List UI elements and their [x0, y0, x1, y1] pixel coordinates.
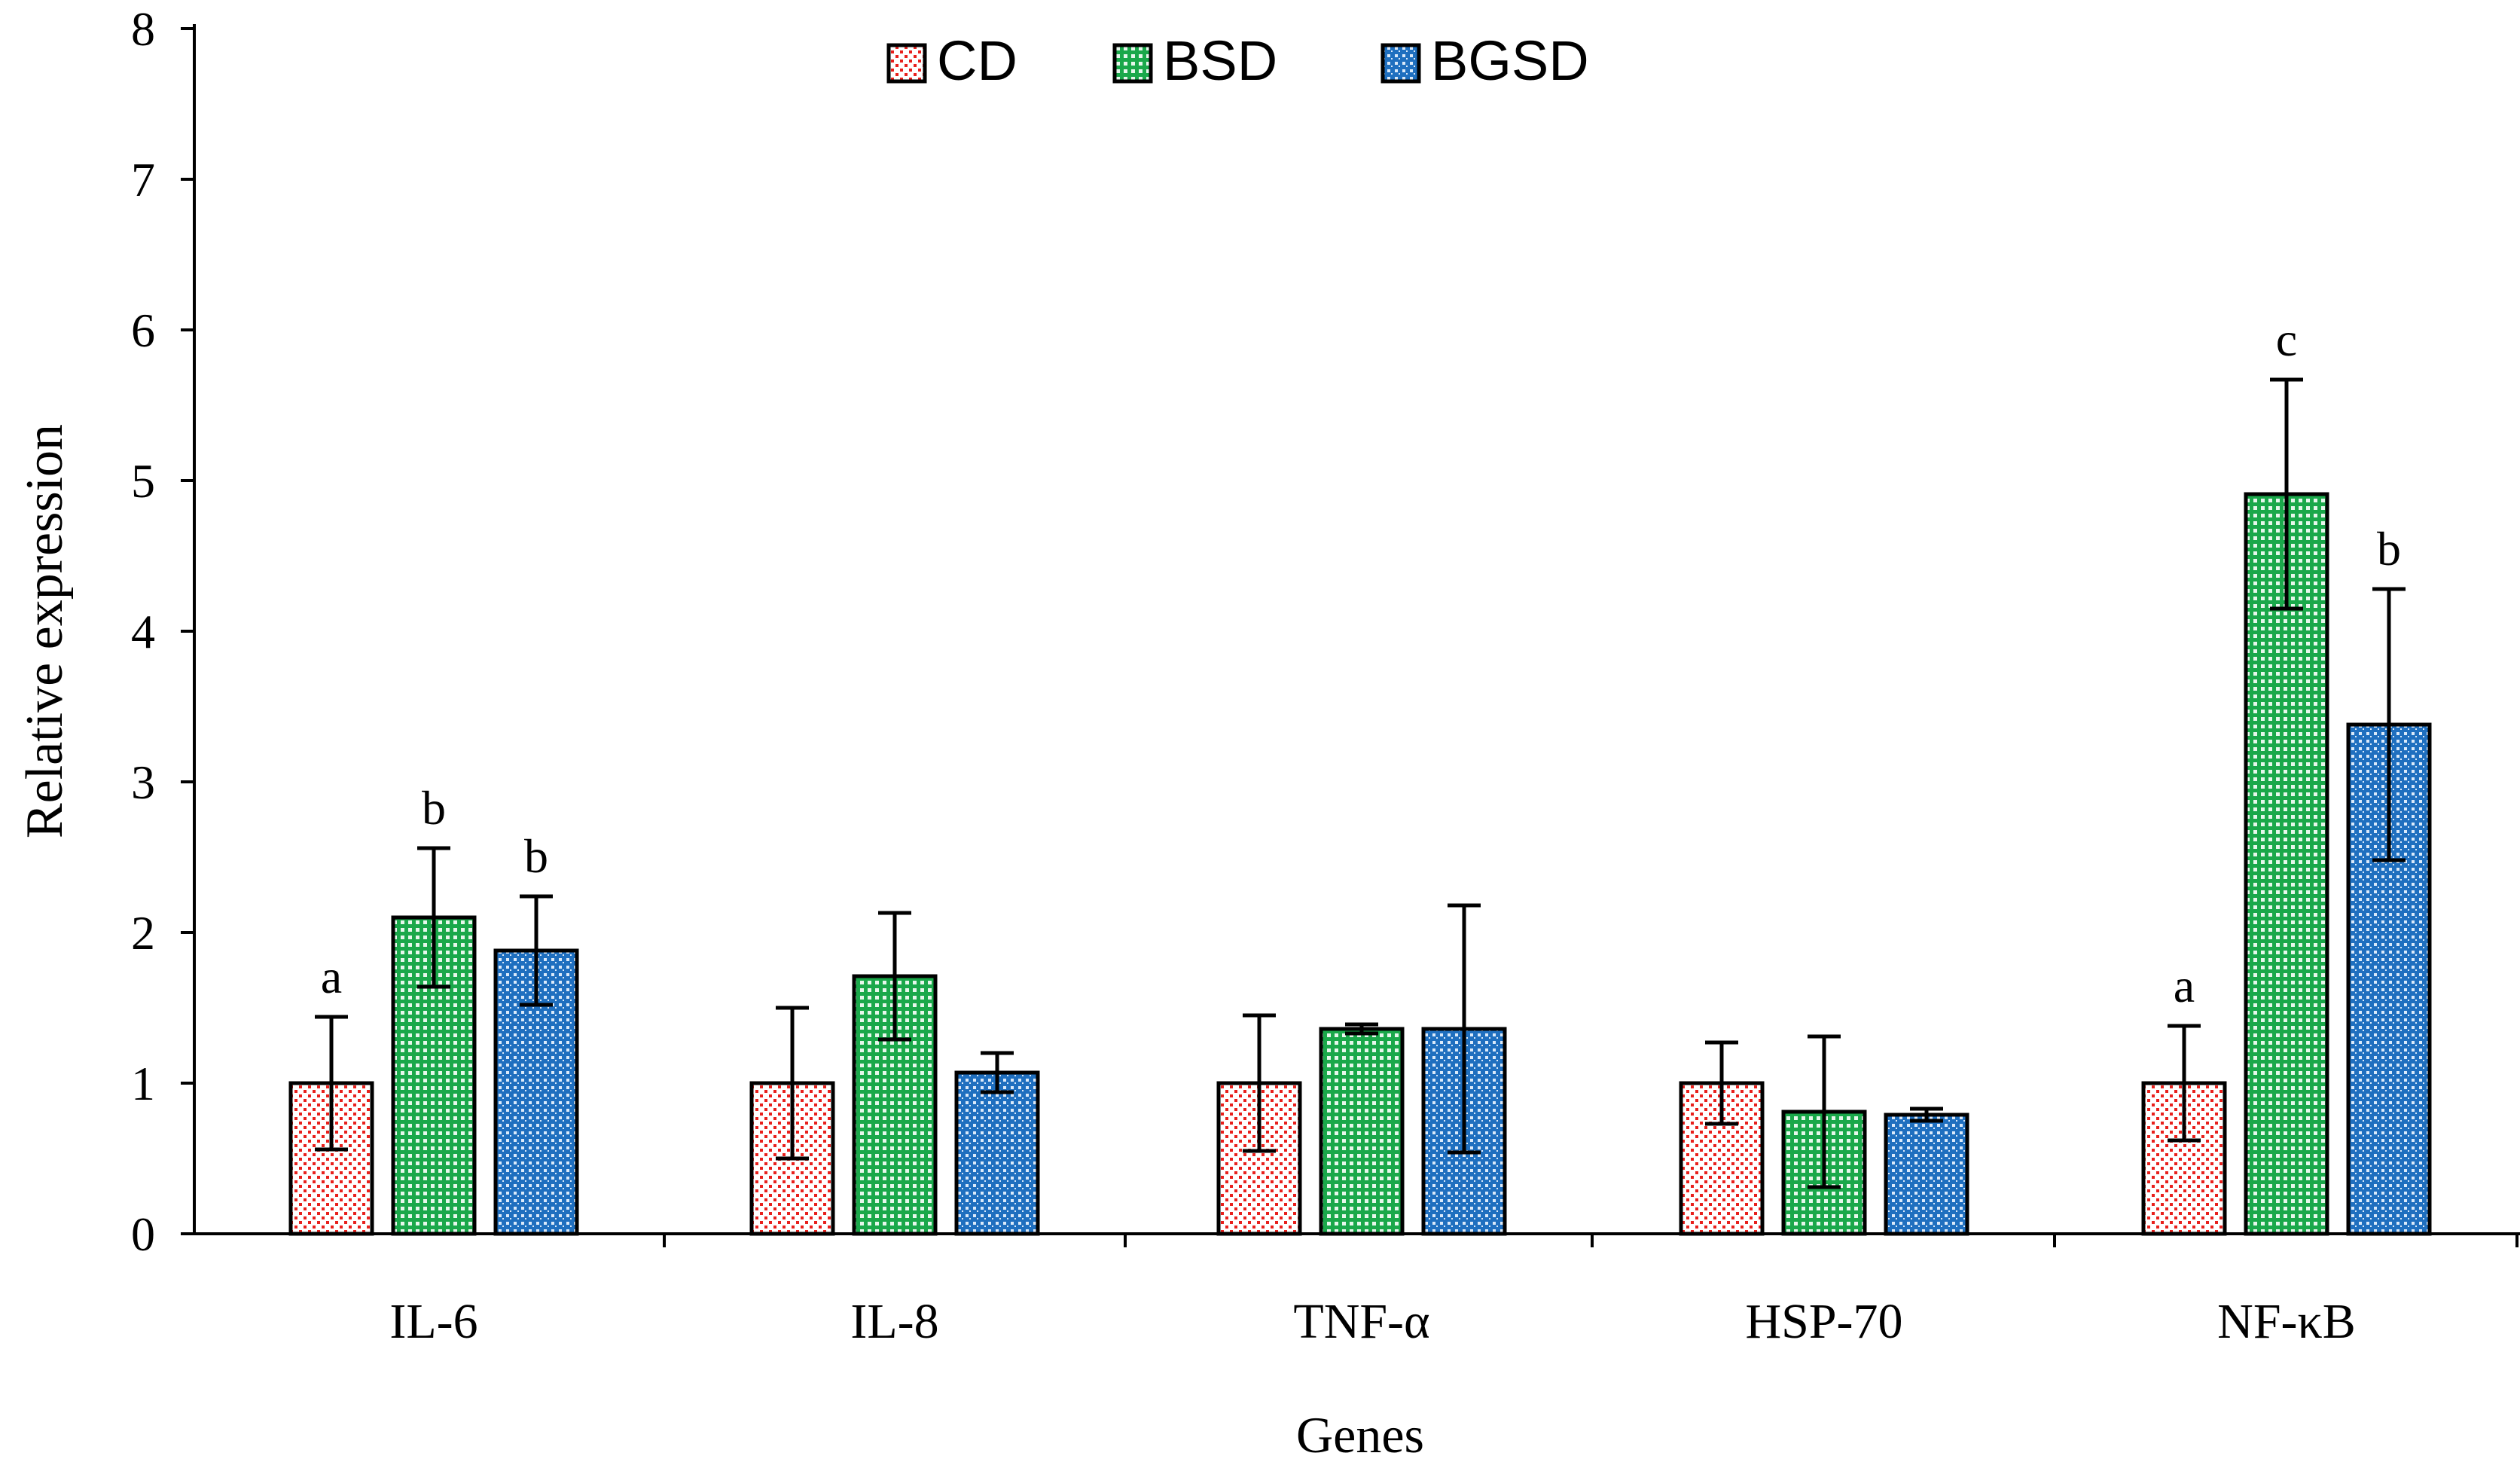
y-tick-label: 6 — [131, 304, 155, 357]
y-tick-label: 1 — [131, 1057, 155, 1110]
x-tick-label: NF-κB — [2217, 1294, 2356, 1349]
bar-cd — [1216, 1081, 1302, 1236]
significance-label: b — [422, 781, 446, 835]
y-tick-label: 7 — [131, 153, 155, 206]
legend-swatch-bgsd — [1381, 43, 1421, 84]
legend-label-cd: CD — [937, 29, 1017, 92]
bar-cd — [288, 1081, 374, 1236]
y-tick-label: 8 — [131, 2, 155, 56]
y-tick-label: 3 — [131, 755, 155, 809]
y-tick-label: 2 — [131, 906, 155, 960]
y-tick-label: 4 — [131, 605, 155, 658]
x-axis-title: Genes — [1296, 1406, 1424, 1459]
legend-label-bsd: BSD — [1163, 29, 1277, 92]
legend-label-bgsd: BGSD — [1431, 29, 1589, 92]
bar-bgsd — [1884, 1113, 1969, 1236]
significance-label: b — [2377, 522, 2401, 575]
y-axis-title: Relative expression — [16, 424, 74, 838]
x-tick-label: HSP-70 — [1745, 1294, 1902, 1349]
significance-label: a — [2174, 959, 2195, 1012]
bar-bsd — [1319, 1027, 1405, 1236]
x-tick-label: IL-8 — [850, 1294, 938, 1349]
x-tick-label: TNF-α — [1293, 1294, 1429, 1349]
significance-label: a — [321, 950, 342, 1003]
bar-bsd — [2244, 492, 2329, 1236]
significance-label: b — [524, 829, 548, 883]
legend-swatch-cd — [886, 43, 927, 84]
y-tick-label: 0 — [131, 1207, 155, 1261]
legend-swatch-bsd — [1112, 43, 1153, 84]
bar-bgsd — [954, 1070, 1040, 1236]
y-tick-label: 5 — [131, 454, 155, 508]
significance-label: c — [2276, 313, 2297, 366]
x-tick-label: IL-6 — [389, 1294, 477, 1349]
